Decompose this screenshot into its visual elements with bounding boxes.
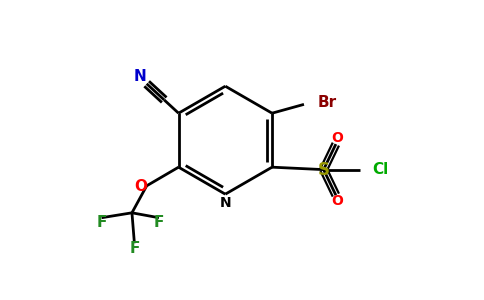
- Text: N: N: [134, 69, 146, 84]
- Text: F: F: [154, 215, 164, 230]
- Text: O: O: [331, 194, 343, 208]
- Text: N: N: [220, 196, 231, 210]
- Text: F: F: [96, 215, 106, 230]
- Text: S: S: [318, 160, 330, 178]
- Text: Br: Br: [318, 95, 337, 110]
- Text: O: O: [331, 131, 343, 145]
- Text: Cl: Cl: [373, 162, 389, 177]
- Text: O: O: [134, 179, 147, 194]
- Text: F: F: [129, 241, 139, 256]
